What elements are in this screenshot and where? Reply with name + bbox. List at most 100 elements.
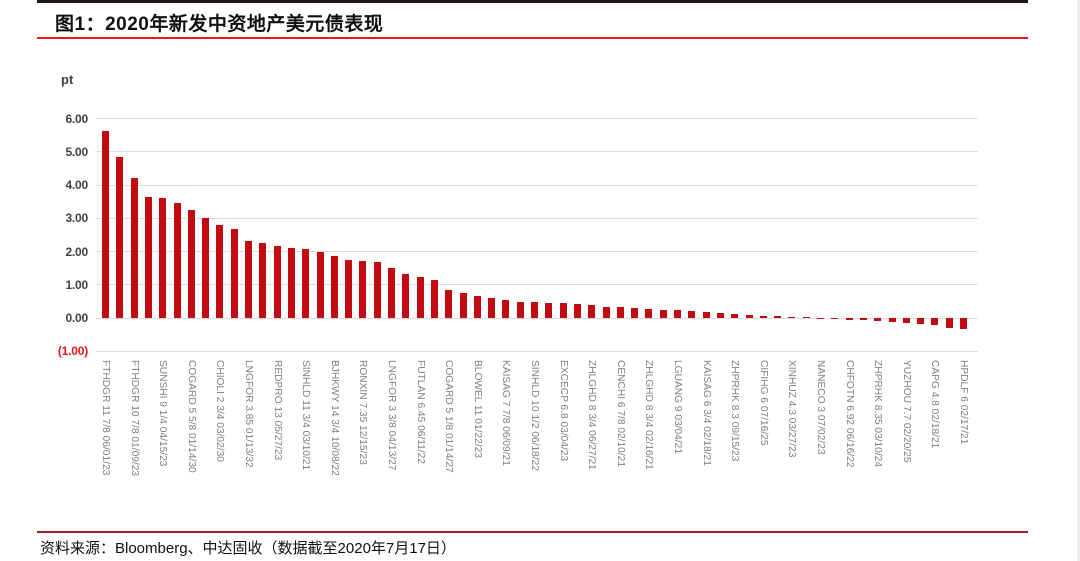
gridline: [95, 284, 978, 286]
title-underline: [37, 37, 1028, 39]
y-axis-tick-label: 2.00: [65, 244, 88, 259]
bar: [731, 314, 739, 318]
bar: [316, 252, 324, 318]
bar: [116, 157, 124, 318]
x-axis-category-label: HPDLF 6 02/17/21: [958, 360, 970, 445]
x-axis-category-label: FTHDGR 11 7/8 06/01/23: [100, 360, 112, 476]
bar: [859, 318, 867, 321]
x-axis-category-label: KAISAG 6 3/4 02/18/21: [700, 360, 713, 466]
bar: [473, 296, 481, 318]
bar: [130, 177, 138, 318]
bar: [902, 318, 910, 324]
bar: [845, 318, 853, 320]
bar: [273, 245, 281, 318]
figure-title: 图1：2020年新发中资地产美元债表现: [55, 14, 384, 35]
bar: [245, 241, 252, 318]
bar: [202, 218, 210, 318]
bar: [774, 316, 782, 318]
y-axis-tick-label: (1.00): [57, 344, 88, 359]
y-axis-tick-label: 6.00: [65, 111, 88, 126]
bar: [330, 256, 338, 318]
bar: [402, 274, 410, 318]
gridline: [95, 317, 978, 319]
bar: [645, 308, 653, 318]
bar: [788, 316, 796, 318]
bar: [917, 318, 925, 325]
y-axis-tick-label: 5.00: [65, 144, 88, 159]
bar: [216, 224, 224, 318]
bar: [545, 302, 553, 318]
bar: [616, 307, 624, 318]
x-axis-category-label: XINHUZ 4.3 03/27/23: [786, 360, 799, 458]
x-axis-category-label: CENCHI 6 7/8 02/10/21: [614, 360, 627, 468]
x-axis-category-label: LNGFOR 3.85 01/13/32: [243, 360, 255, 468]
bar: [888, 318, 896, 322]
y-axis-tick-label: 1.00: [65, 277, 88, 292]
x-axis-category-label: SUNSHI 9 1/4 04/15/23: [157, 360, 170, 467]
x-axis-category-label: CAPG 4.8 02/18/21: [929, 360, 942, 449]
bar: [388, 268, 395, 318]
x-axis-category-label: NANECO 3 07/02/23: [815, 360, 827, 455]
x-axis-category-label: FTHDGR 10 7/8 01/09/23: [128, 360, 141, 477]
x-axis-category-label: BLOWEL 11 01/22/23: [471, 360, 484, 458]
y-axis-tick-label: 4.00: [65, 178, 88, 192]
x-axis-category-label: CIFIHG 6 07/16/25: [757, 360, 770, 446]
bar: [674, 310, 681, 318]
x-axis-category-label: REDPRO 13 05/27/23: [271, 360, 284, 461]
bar: [559, 303, 567, 318]
y-axis-unit-label: pt: [61, 72, 74, 87]
x-axis-category-label: LGUANG 9 03/04/21: [672, 360, 684, 454]
bar: [287, 247, 295, 318]
bar: [102, 130, 109, 318]
x-axis-category-label: CHFOTN 6.92 06/16/22: [843, 360, 856, 468]
x-axis-category-label: CHIOLI 2 3/4 03/02/30: [214, 360, 227, 462]
bar: [802, 317, 810, 318]
bar: [531, 302, 538, 318]
bar: [445, 289, 453, 318]
bar: [187, 209, 195, 318]
gridline: [95, 251, 978, 252]
bar: [931, 318, 939, 325]
bar: [817, 317, 824, 318]
x-axis-category-label: ZHPRHK 8.3 09/15/23: [729, 360, 742, 462]
bar: [373, 262, 381, 318]
bar: [759, 315, 767, 318]
y-axis-tick-label: 0.00: [65, 311, 88, 325]
x-axis-category-label: BJHKWY 14 3/4 10/08/22: [328, 360, 341, 476]
x-axis-category-label: RONXIN 7.35 12/15/23: [357, 360, 370, 465]
x-axis-category-label: LNGFOR 3 3/8 04/13/27: [386, 360, 398, 471]
footer-divider-line: [37, 531, 1028, 533]
x-axis-category-label: COGARD 5 5/8 01/14/30: [185, 360, 198, 473]
bar: [302, 249, 310, 318]
x-axis-category-label: COGARD 5 1/8 01/14/27: [443, 360, 456, 473]
x-axis-category-label: KAISAG 7 7/8 06/09/21: [500, 360, 513, 466]
bar: [631, 308, 639, 318]
x-axis-category-label: FUTLAN 6.45 06/11/22: [414, 360, 427, 464]
bar: [144, 196, 152, 318]
bar: [688, 311, 696, 318]
data-source-note: 资料来源：Bloomberg、中达固收（数据截至2020年7月17日）: [40, 540, 456, 557]
bar: [159, 197, 167, 318]
x-axis-category-label: EXCECP 6.8 03/04/23: [557, 360, 570, 462]
bar: [945, 318, 953, 328]
bar: [259, 242, 267, 318]
gridline: [95, 151, 978, 153]
top-border-line: [37, 0, 1028, 3]
x-axis-category-label: SINHLD 11 3/4 03/10/21: [300, 360, 313, 471]
bar: [173, 202, 181, 318]
bar: [602, 306, 610, 318]
gridline: [95, 118, 978, 119]
bar: [659, 309, 667, 318]
gridline: [95, 350, 978, 352]
bar: [502, 300, 510, 318]
bar: [831, 318, 839, 319]
gridline: [95, 184, 978, 186]
bar: [745, 314, 753, 318]
bar: [416, 277, 424, 318]
bar: [345, 259, 353, 318]
bar: [588, 304, 596, 318]
gridline: [95, 217, 978, 219]
bar: [488, 298, 496, 318]
bar: [516, 301, 524, 318]
